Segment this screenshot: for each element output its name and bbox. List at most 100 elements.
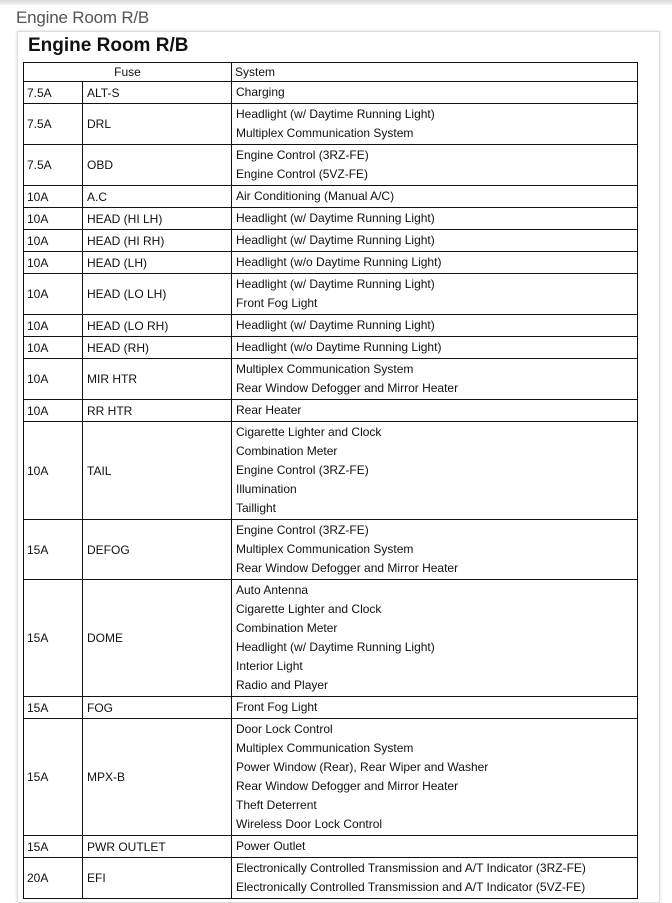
fuse-name: MPX-B: [82, 718, 232, 836]
system-item: Wireless Door Lock Control: [236, 817, 383, 831]
fuse-amperage: 10A: [23, 185, 83, 208]
fuse-name: EFI: [82, 857, 232, 899]
fuse-name: RR HTR: [82, 399, 232, 422]
table-header-row: Fuse System: [23, 62, 638, 82]
fuse-name: HEAD (HI RH): [82, 229, 232, 252]
fuse-amperage: 10A: [23, 358, 83, 400]
system-item: Rear Window Defogger and Mirror Heater: [236, 779, 459, 793]
fuse-systems: Air Conditioning (Manual A/C): [231, 185, 638, 208]
system-item: Headlight (w/ Daytime Running Light): [236, 318, 435, 332]
system-item: Rear Window Defogger and Mirror Heater: [236, 561, 459, 575]
fuse-name: PWR OUTLET: [82, 835, 232, 858]
fuse-name: HEAD (LH): [82, 251, 232, 274]
system-item: Interior Light: [236, 659, 303, 673]
fuse-amperage: 10A: [23, 229, 83, 252]
system-item: Charging: [236, 85, 285, 99]
fuse-systems: Engine Control (3RZ-FE) Engine Control (5…: [231, 144, 638, 186]
system-item: Engine Control (3RZ-FE): [236, 523, 369, 537]
table-row: 7.5A DRL Headlight (w/ Daytime Running Lig…: [23, 103, 638, 145]
system-item: Headlight (w/ Daytime Running Light): [236, 640, 435, 654]
fuse-amperage: 15A: [23, 718, 83, 836]
table-row: 10A HEAD (RH) Headlight (w/o Daytime Runni…: [23, 336, 638, 359]
system-item: Electronically Controlled Transmission a…: [236, 861, 586, 875]
fuse-systems: Headlight (w/o Daytime Running Light): [231, 336, 638, 359]
system-item: Engine Control (5VZ-FE): [236, 167, 369, 181]
system-item: Rear Heater: [236, 403, 302, 417]
table-row: 10A HEAD (HI RH) Headlight (w/ Daytime Run…: [23, 229, 638, 252]
fuse-amperage: 7.5A: [23, 81, 83, 104]
fuse-systems: Charging: [231, 81, 638, 104]
system-item: Power Outlet: [236, 839, 306, 853]
fuse-amperage: 10A: [23, 273, 83, 315]
fuse-amperage: 7.5A: [23, 103, 83, 145]
table-row: 10A MIR HTR Multiplex Communication System…: [23, 358, 638, 400]
fuse-amperage: 15A: [23, 519, 83, 580]
fuse-name: HEAD (RH): [82, 336, 232, 359]
table-row: 20A EFI Electronically Controlled Transmis…: [23, 857, 638, 899]
system-item: Rear Window Defogger and Mirror Heater: [236, 381, 459, 395]
system-item: Multiplex Communication System: [236, 126, 414, 140]
column-header-fuse: Fuse: [23, 62, 232, 82]
fuse-amperage: 10A: [23, 314, 83, 337]
fuse-amperage: 15A: [23, 835, 83, 858]
system-item: Power Window (Rear), Rear Wiper and Wash…: [236, 760, 489, 774]
fuse-name: HEAD (LO LH): [82, 273, 232, 315]
system-item: Combination Meter: [236, 444, 338, 458]
fuse-name: FOG: [82, 696, 232, 719]
fuse-systems: Headlight (w/ Daytime Running Light) Fron…: [231, 273, 638, 315]
fuse-systems: Rear Heater: [231, 399, 638, 422]
fuse-name: DEFOG: [82, 519, 232, 580]
table-row: 10A RR HTR Rear Heater: [23, 399, 638, 422]
table-row: 7.5A OBD Engine Control (3RZ-FE) Engine Con…: [23, 144, 638, 186]
system-item: Engine Control (3RZ-FE): [236, 148, 369, 162]
fuse-systems: Multiplex Communication System Rear Windo…: [231, 358, 638, 400]
system-item: Headlight (w/ Daytime Running Light): [236, 211, 435, 225]
fuse-name: TAIL: [82, 421, 232, 520]
fuse-amperage: 20A: [23, 857, 83, 899]
table-row: 10A TAIL Cigarette Lighter and Clock Combin…: [23, 421, 638, 520]
system-item: Multiplex Communication System: [236, 741, 414, 755]
system-item: Headlight (w/ Daytime Running Light): [236, 107, 435, 121]
fuse-systems: Headlight (w/o Daytime Running Light): [231, 251, 638, 274]
system-item: Cigarette Lighter and Clock: [236, 602, 382, 616]
fuse-amperage: 10A: [23, 251, 83, 274]
fuse-name: DRL: [82, 103, 232, 145]
table-row: 7.5A ALT-S Charging: [23, 81, 638, 104]
table-row: 10A HEAD (LO LH) Headlight (w/ Daytime Run…: [23, 273, 638, 315]
system-item: Cigarette Lighter and Clock: [236, 425, 382, 439]
fuse-amperage: 10A: [23, 336, 83, 359]
fuse-systems: Front Fog Light: [231, 696, 638, 719]
fuse-name: DOME: [82, 579, 232, 697]
top-bar: [0, 0, 672, 5]
fuse-name: ALT-S: [82, 81, 232, 104]
table-row: 15A FOG Front Fog Light: [23, 696, 638, 719]
table-row: 10A HEAD (LO RH) Headlight (w/ Daytime Run…: [23, 314, 638, 337]
fuse-systems: Headlight (w/ Daytime Running Light): [231, 314, 638, 337]
system-item: Front Fog Light: [236, 296, 318, 310]
system-item: Combination Meter: [236, 621, 338, 635]
fuse-amperage: 15A: [23, 579, 83, 697]
fuse-amperage: 10A: [23, 421, 83, 520]
system-item: Radio and Player: [236, 678, 329, 692]
fuse-systems: Engine Control (3RZ-FE) Multiplex Communi…: [231, 519, 638, 580]
system-item: Headlight (w/ Daytime Running Light): [236, 277, 435, 291]
fuse-amperage: 10A: [23, 399, 83, 422]
fuse-systems: Cigarette Lighter and Clock Combination M…: [231, 421, 638, 520]
fuse-name: HEAD (HI LH): [82, 207, 232, 230]
fuse-systems: Electronically Controlled Transmission a…: [231, 857, 638, 899]
fuse-amperage: 10A: [23, 207, 83, 230]
system-item: Taillight: [236, 501, 277, 515]
system-item: Engine Control (3RZ-FE): [236, 463, 369, 477]
fuse-systems: Headlight (w/ Daytime Running Light): [231, 207, 638, 230]
fuse-table: Fuse System 7.5A ALT-S Charging 7.5A DRL Head…: [23, 62, 638, 899]
fuse-amperage: 15A: [23, 696, 83, 719]
table-row: 15A DEFOG Engine Control (3RZ-FE) Multiplex…: [23, 519, 638, 580]
system-item: Front Fog Light: [236, 700, 318, 714]
system-item: Electronically Controlled Transmission a…: [236, 880, 586, 894]
system-item: Multiplex Communication System: [236, 362, 414, 376]
system-item: Multiplex Communication System: [236, 542, 414, 556]
fuse-name: HEAD (LO RH): [82, 314, 232, 337]
fuse-systems: Door Lock Control Multiplex Communication…: [231, 718, 638, 836]
system-item: Door Lock Control: [236, 722, 333, 736]
document-title: Engine Room R/B: [28, 35, 189, 56]
